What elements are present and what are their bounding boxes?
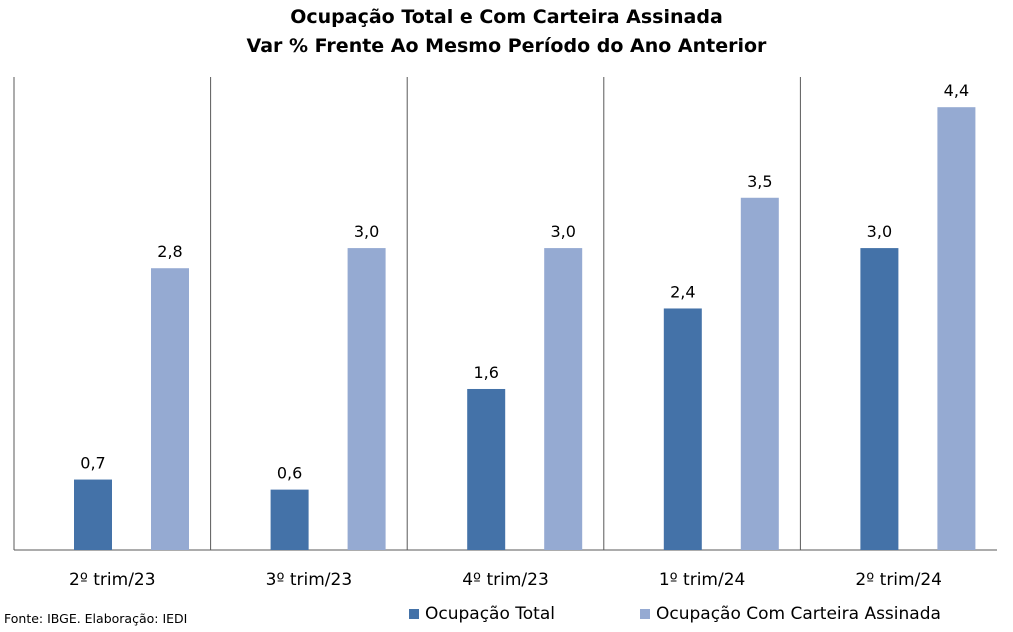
data-label-s1-c1: 3,0	[354, 222, 379, 241]
legend-item-carteira-assinada: Ocupação Com Carteira Assinada	[640, 604, 941, 624]
x-tick-label-3: 1º trim/24	[659, 570, 746, 590]
bar-s0-c2	[467, 388, 506, 550]
data-label-s1-c4: 4,4	[944, 81, 969, 100]
legend-label-carteira-assinada: Ocupação Com Carteira Assinada	[656, 604, 941, 624]
data-label-s0-c3: 2,4	[670, 282, 695, 301]
source-note: Fonte: IBGE. Elaboração: IEDI	[4, 611, 188, 626]
bar-s0-c1	[270, 489, 309, 550]
x-tick-label-0: 2º trim/23	[69, 570, 156, 590]
data-label-s0-c0: 0,7	[80, 454, 105, 473]
x-tick-label-1: 3º trim/23	[266, 570, 353, 590]
data-label-s1-c0: 2,8	[157, 242, 182, 261]
legend-swatch-carteira-assinada	[640, 609, 650, 619]
data-label-s0-c1: 0,6	[277, 464, 302, 483]
legend-label-ocupacao-total: Ocupação Total	[425, 604, 555, 624]
bar-s1-c0	[151, 268, 189, 550]
bar-s1-c1	[347, 248, 386, 550]
chart-title: Ocupação Total e Com Carteira Assinada	[290, 6, 723, 28]
x-tick-label-2: 4º trim/23	[462, 570, 549, 590]
data-label-s0-c2: 1,6	[473, 363, 498, 382]
bar-s0-c4	[860, 248, 899, 550]
chart-subtitle: Var % Frente Ao Mesmo Período do Ano Ant…	[246, 35, 767, 57]
bar-s1-c2	[544, 248, 583, 550]
legend-swatch-ocupacao-total	[409, 609, 419, 619]
data-label-s0-c4: 3,0	[867, 222, 892, 241]
bar-s0-c3	[663, 308, 702, 550]
data-label-s1-c3: 3,5	[747, 172, 772, 191]
data-label-s1-c2: 3,0	[550, 222, 575, 241]
legend-item-ocupacao-total: Ocupação Total	[409, 604, 555, 624]
bar-s0-c0	[74, 479, 112, 550]
bar-s1-c3	[740, 197, 779, 550]
x-tick-label-4: 2º trim/24	[855, 570, 942, 590]
bar-s1-c4	[937, 107, 976, 550]
